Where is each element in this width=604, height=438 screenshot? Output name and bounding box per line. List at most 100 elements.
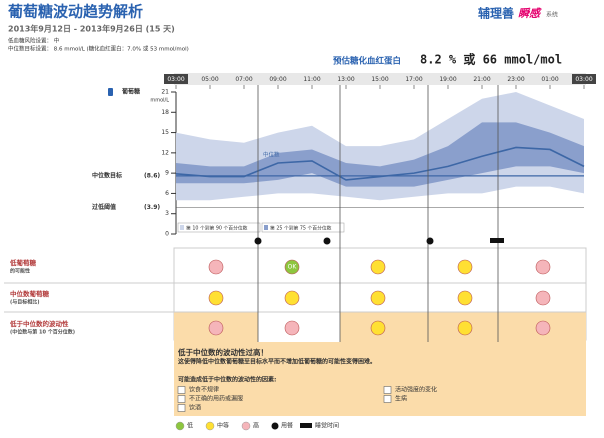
device-icon (108, 88, 113, 96)
setting: 中位数目标设置： 8.6 mmol/L (糖化血红蛋白：7.0% 或 53 mm… (8, 45, 189, 53)
y-label: 葡萄糖 (121, 88, 140, 96)
y-tick-label: 12 (161, 149, 169, 156)
legend-circle (241, 421, 251, 431)
median-annotation: 中位数 (263, 151, 280, 159)
status-circle (370, 259, 386, 275)
band-label: 第 10 个到第 90 个百分位数 (186, 225, 248, 232)
percentile-band (176, 122, 584, 187)
factor: 生病 (395, 395, 407, 403)
status-circle (284, 259, 300, 275)
column-dividers (257, 85, 499, 342)
notice-title: 低于中位数的波动性过高！ (177, 347, 268, 357)
x-tick-label: 15:00 (371, 76, 388, 83)
x-tick-label: 05:00 (201, 76, 218, 83)
time-box (572, 74, 596, 84)
legend-label: 中等 (217, 422, 229, 430)
factor: 活动强度的变化 (395, 386, 437, 394)
status-circle (535, 290, 551, 306)
band-label: 第 25 个到第 75 个百分位数 (270, 225, 332, 232)
x-tick-label: 01:00 (541, 76, 558, 83)
checkbox (177, 395, 186, 403)
x-tick-label: 23:00 (507, 76, 524, 83)
legend-label: 睡觉时间 (315, 422, 339, 430)
factor: 饮食不规律 (189, 386, 219, 394)
status-label: OK (288, 264, 298, 271)
row-label: 中位数葡萄糖 (10, 289, 50, 298)
status-circle (208, 290, 224, 306)
time-box (164, 74, 188, 84)
reference-label: 过低阈值 (92, 203, 116, 211)
median-line (175, 146, 585, 181)
legend-label: 用餐 (281, 422, 293, 430)
reference-value: (3.9) (144, 204, 160, 211)
row-label: 的可能性 (10, 268, 30, 275)
y-tick-label: 3 (165, 210, 169, 217)
checkbox (383, 395, 392, 403)
legend: 低 中等 高 用餐 睡觉时间 (175, 421, 339, 431)
a1c-value: 8.2 % 或 66 mmol/mol (420, 52, 562, 67)
x-tick-label: 03:00 (167, 76, 184, 83)
x-tick-label: 17:00 (405, 76, 422, 83)
row-label: 低于中位数的波动性 (9, 319, 69, 328)
title: 葡萄糖波动趋势解析 (7, 3, 143, 21)
x-tick-label: 03:00 (575, 76, 592, 83)
status-circle (457, 259, 473, 275)
legend-meal (271, 422, 279, 430)
legend-box (177, 222, 261, 233)
reference-label: 中位数目标 (92, 171, 122, 179)
legend-label: 低 (187, 422, 193, 430)
status-circle (535, 320, 551, 336)
y-tick-label: 0 (165, 231, 169, 238)
status-circle (370, 320, 386, 336)
factor: 饮酒 (189, 404, 201, 412)
chart: 03:00 05:00 07:00 09:00 11:00 13:00 15:00 17:00… (92, 74, 596, 238)
a1c-label: 预估糖化血红蛋白 (333, 56, 401, 67)
legend-swatch (180, 225, 184, 230)
checkbox (177, 386, 186, 394)
legend-swatch (264, 225, 268, 230)
legend-box (261, 222, 345, 233)
factors-title: 可能造成低于中位数的波动性的因素: (178, 376, 276, 384)
y-unit: mmol/L (150, 98, 169, 104)
status-circle (457, 320, 473, 336)
notice-box (174, 342, 586, 416)
status-circle (284, 320, 300, 336)
status-circle (457, 290, 473, 306)
logo: 瞬感 (518, 7, 542, 20)
y-tick-label: 18 (161, 109, 169, 116)
reference-value: (8.6) (144, 172, 160, 179)
x-tick-label: 13:00 (337, 76, 354, 83)
time-strip (174, 73, 586, 85)
checkbox (177, 404, 186, 412)
meal-icons (254, 237, 504, 245)
status-circle (535, 259, 551, 275)
y-tick-label: 6 (165, 190, 169, 197)
legend-circle (175, 421, 185, 431)
y-tick-label: 15 (161, 129, 169, 136)
checkbox (383, 386, 392, 394)
date-range: 2013年9月12日 - 2013年9月26日 (15 天) (8, 24, 175, 34)
x-tick-label: 21:00 (473, 76, 490, 83)
row-label: (与目标相比) (10, 299, 40, 306)
logo: 辅理善 (478, 6, 514, 21)
y-tick-label: 9 (165, 170, 169, 177)
status-circle (370, 290, 386, 306)
x-tick-label: 11:00 (303, 76, 320, 83)
x-tick-label: 07:00 (235, 76, 252, 83)
legend-sleep (300, 423, 312, 428)
y-tick-label: 21 (161, 89, 169, 96)
legend-circle (205, 421, 215, 431)
row-label: (中位数与第 10 个百分位数) (10, 329, 75, 336)
status-circle (208, 320, 224, 336)
notice-text: 这使得降低中位数葡萄糖至目标水平而不增加低葡萄糖的可能性变得困难。 (178, 358, 376, 366)
logo: 系统 (546, 11, 558, 19)
factor: 不正确的用药或漏服 (189, 395, 243, 403)
row-label: 低葡萄糖 (9, 258, 37, 267)
x-tick-label: 19:00 (439, 76, 456, 83)
legend-label: 高 (253, 422, 259, 430)
status-circle (208, 259, 224, 275)
setting: 低血糖风险设置： 中 (8, 37, 59, 45)
x-tick-label: 09:00 (269, 76, 286, 83)
status-circle (284, 290, 300, 306)
